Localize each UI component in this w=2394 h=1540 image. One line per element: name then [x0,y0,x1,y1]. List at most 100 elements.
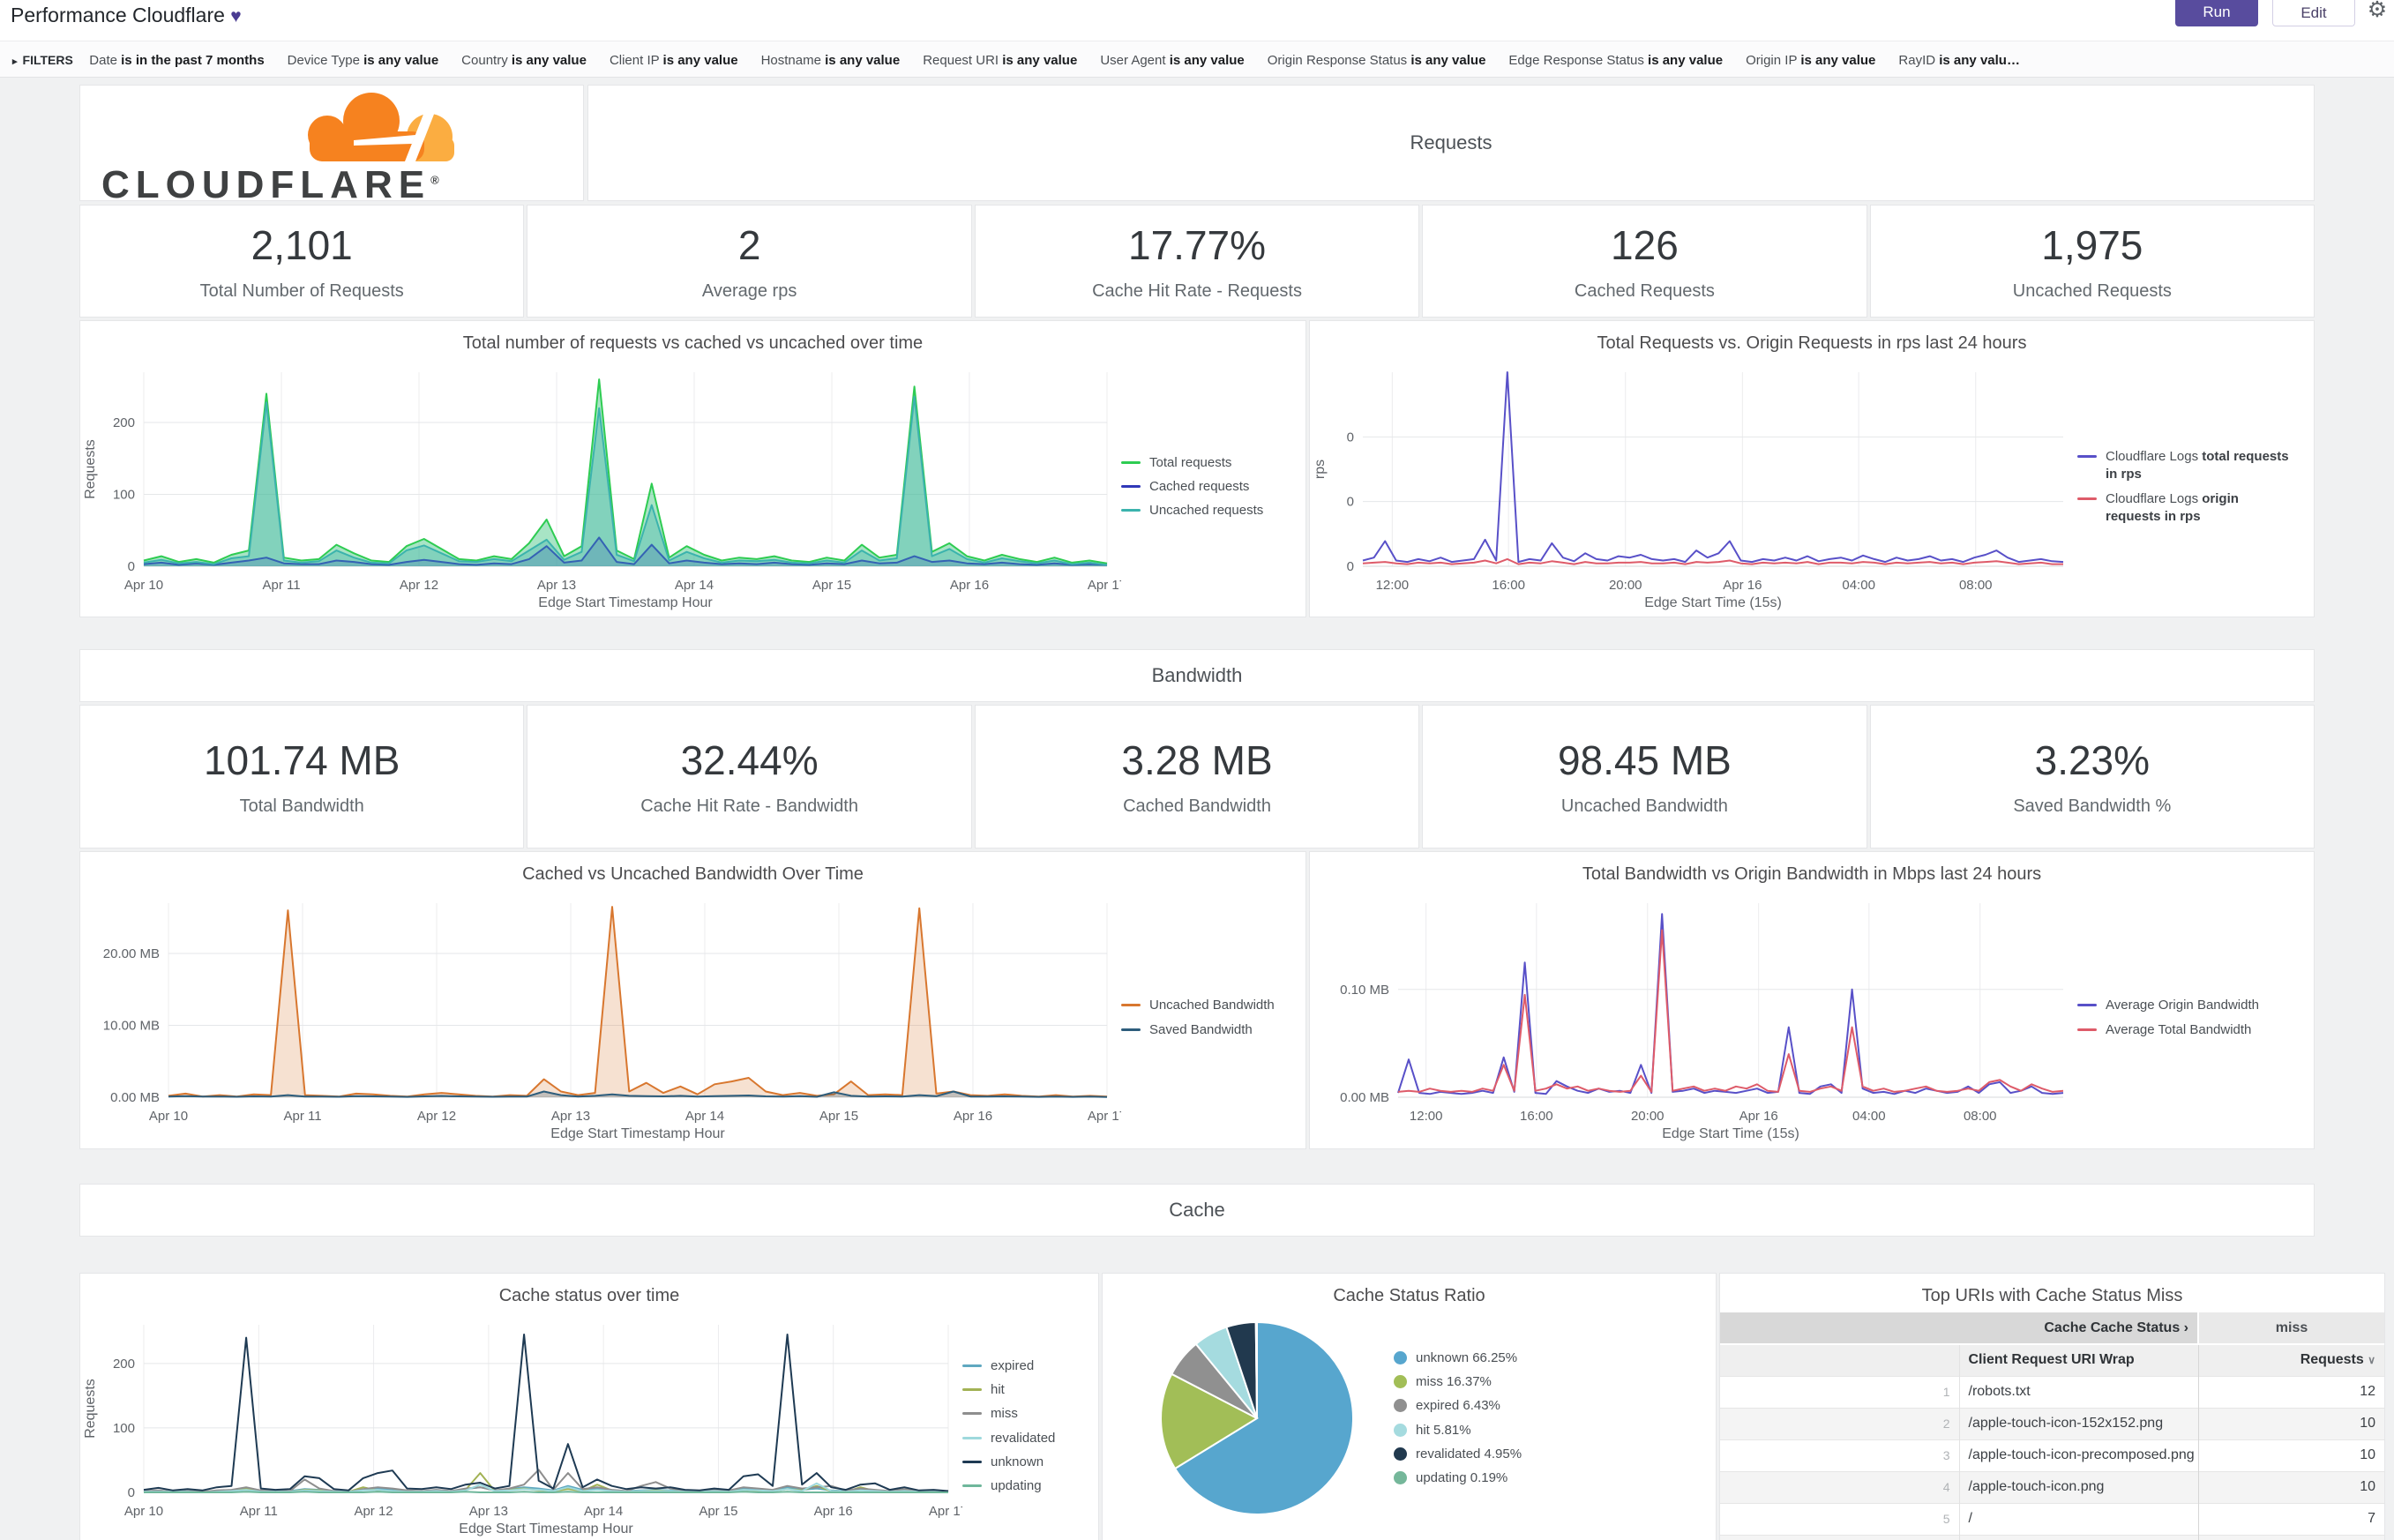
svg-text:Apr 17: Apr 17 [929,1504,962,1519]
legend-item[interactable]: Cached requests [1121,478,1298,496]
legend-swatch [962,1436,982,1439]
pivot-value: miss [2197,1312,2384,1344]
uri-cell[interactable]: /robots.txt [1959,1375,2198,1408]
svg-text:20:00: 20:00 [1609,578,1642,593]
sort-desc-icon: ∨ [2368,1354,2375,1367]
legend-item[interactable]: Total requests [1121,454,1298,472]
legend-item[interactable]: Average Origin Bandwidth [2077,997,2289,1014]
legend-item[interactable]: revalidated [962,1430,1086,1447]
filter-chip[interactable]: Date is in the past 7 months [89,53,265,68]
svg-text:Apr 15: Apr 15 [812,578,851,593]
svg-text:0.10 MB: 0.10 MB [1340,983,1389,998]
kpi-label: Cache Hit Rate - Requests [1092,280,1302,301]
filter-chip[interactable]: Hostname is any value [760,53,901,68]
svg-text:Apr 14: Apr 14 [685,1109,724,1124]
legend-label: unknown [991,1454,1044,1469]
legend-item[interactable]: hit 5.81% [1394,1422,1641,1439]
requests-cell[interactable]: 10 [2197,1470,2384,1503]
legend-label: Average Origin Bandwidth [2106,998,2259,1013]
legend-item[interactable]: Uncached requests [1121,502,1298,520]
chevron-right-icon: › [2183,1319,2188,1335]
filters-toggle[interactable]: ▸ FILTERS [12,53,73,67]
uri-cell[interactable]: /apple-touch-icon.png [1959,1470,2198,1503]
svg-text:Edge Start Timestamp Hour: Edge Start Timestamp Hour [459,1521,633,1536]
legend-item[interactable]: updating [962,1477,1086,1495]
filter-chip[interactable]: Device Type is any value [287,53,439,68]
legend-swatch [2077,497,2097,500]
table-row: 2/apple-touch-icon-152x152.png 10 [1720,1407,2384,1439]
chart-legend: Total requests Cached requests Uncached re… [1121,454,1298,520]
legend-item[interactable]: expired [962,1357,1086,1375]
legend-item[interactable]: Saved Bandwidth [1121,1021,1298,1039]
filter-chip[interactable]: Request URI is any value [923,53,1078,68]
legend-item[interactable]: Uncached Bandwidth [1121,997,1298,1014]
pivot-header[interactable]: Cache Cache Status › [1720,1312,2198,1344]
chart-legend: Uncached Bandwidth Saved Bandwidth [1121,997,1298,1039]
legend-item[interactable]: Average Total Bandwidth [2077,1021,2289,1039]
svg-text:Apr 13: Apr 13 [469,1504,508,1519]
chart-title: Total Bandwidth vs Origin Bandwidth in M… [1582,864,2042,884]
legend-label: revalidated [991,1430,1056,1446]
legend-item[interactable]: unknown 66.25% [1394,1349,1641,1367]
legend-item[interactable]: Cloudflare Logs total requests in rps [2077,448,2289,484]
chart-legend: unknown 66.25% miss 16.37% expired 6.43% hi… [1358,1349,1641,1488]
legend-item[interactable]: miss [962,1405,1086,1423]
requests-cell[interactable]: 10 [2197,1407,2384,1439]
kpi-label: Saved Bandwidth % [2013,796,2172,816]
requests-cell[interactable]: 10 [2197,1439,2384,1471]
filter-chip[interactable]: Country is any value [461,53,587,68]
svg-text:Apr 10: Apr 10 [149,1109,188,1124]
svg-text:200: 200 [113,1357,135,1372]
requests-cell[interactable]: 12 [2197,1375,2384,1408]
svg-text:Apr 17: Apr 17 [1088,1109,1121,1124]
uri-cell[interactable]: /apple-touch-icon-152x152.png [1959,1407,2198,1439]
svg-text:Edge Start Time (15s): Edge Start Time (15s) [1644,595,1782,610]
kpi-tile: 17.77% Cache Hit Rate - Requests [974,205,1420,318]
uri-cell[interactable]: / [1959,1502,2198,1535]
legend-item[interactable]: miss 16.37% [1394,1373,1641,1391]
filter-chip[interactable]: Origin Response Status is any value [1267,53,1486,68]
cloudflare-cloud-icon [308,93,454,161]
kpi-value: 101.74 MB [203,737,400,783]
requests-cell[interactable]: 7 [2197,1502,2384,1535]
filter-chip[interactable]: RayID is any valu… [1898,53,2020,68]
legend-item[interactable]: Cloudflare Logs origin requests in rps [2077,490,2289,527]
svg-text:Apr 13: Apr 13 [551,1109,590,1124]
filter-chip[interactable]: Edge Response Status is any value [1508,53,1724,68]
legend-label: Total requests [1149,454,1232,470]
legend-item[interactable]: expired 6.43% [1394,1397,1641,1415]
requests-column-header[interactable]: Requests ∨ [2197,1343,2384,1376]
svg-text:Apr 15: Apr 15 [819,1109,858,1124]
legend-item[interactable]: unknown [962,1454,1086,1471]
run-button[interactable]: Run [2175,0,2258,26]
cache-ratio-pie [1160,1320,1355,1515]
uri-cell[interactable]: /apple-touch-icon-precomposed.png [1959,1439,2198,1471]
chart-rps-24h: Total Requests vs. Origin Requests in rp… [1309,320,2315,617]
top-uris-panel: Top URIs with Cache Status Miss Cache Ca… [1719,1273,2385,1540]
filter-chip[interactable]: Origin IP is any value [1746,53,1876,68]
requests-cell[interactable]: 7 [2197,1534,2384,1540]
legend-item[interactable]: updating 0.19% [1394,1469,1641,1487]
legend-label: hit [991,1382,1005,1397]
legend-item[interactable]: revalidated 4.95% [1394,1446,1641,1463]
svg-text:16:00: 16:00 [1492,578,1525,593]
svg-text:100: 100 [113,1421,135,1436]
kpi-label: Total Number of Requests [199,280,404,301]
filter-chip[interactable]: Client IP is any value [609,53,738,68]
svg-text:Apr 16: Apr 16 [814,1504,853,1519]
svg-text:0.00 MB: 0.00 MB [110,1090,160,1105]
uri-column-header[interactable]: Client Request URI Wrap [1959,1343,2198,1376]
table-row: 5/7 [1720,1502,2384,1535]
legend-item[interactable]: hit [962,1381,1086,1399]
gear-icon[interactable]: ⚙ [2367,0,2388,22]
legend-swatch [962,1364,982,1367]
section-header-bandwidth: Bandwidth [79,649,2315,702]
edit-button[interactable]: Edit [2272,0,2355,26]
filter-chip[interactable]: User Agent is any value [1100,53,1245,68]
legend-swatch [962,1388,982,1391]
bandwidth-24h-plot: 0.00 MB 0.10 MB 12:00 16:00 20:00 Apr 16 04:00… [1340,903,2064,1141]
uri-cell[interactable]: /index.php/contact/ [1959,1534,2198,1540]
kpi-label: Average rps [701,280,797,301]
svg-text:04:00: 04:00 [1842,578,1875,593]
